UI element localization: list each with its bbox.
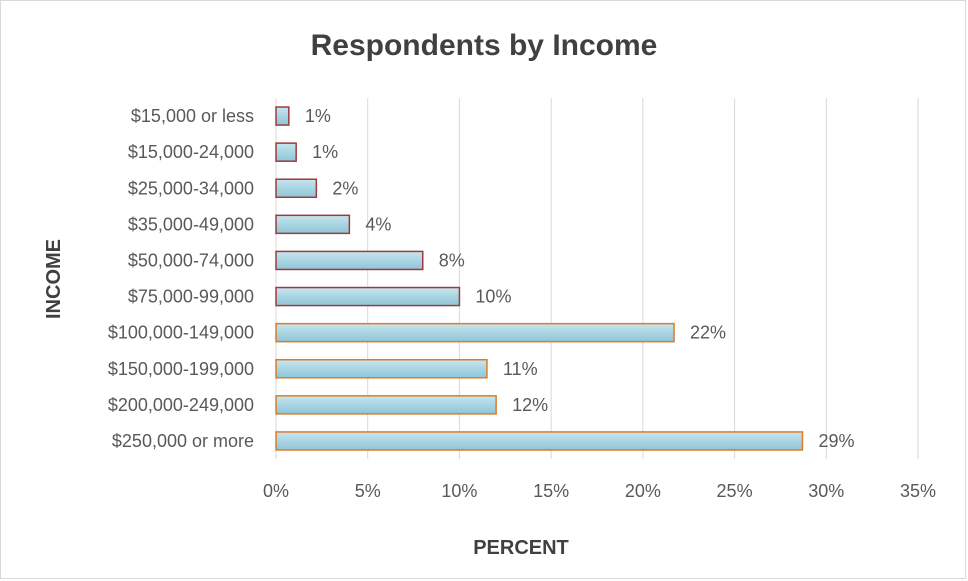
bars	[275, 106, 804, 451]
bar	[275, 106, 290, 126]
category-label: $15,000-24,000	[128, 142, 254, 162]
category-label: $200,000-249,000	[108, 395, 254, 415]
category-labels: $15,000 or less $15,000-24,000 $25,000-34,…	[108, 106, 254, 451]
category-label: $35,000-49,000	[128, 214, 254, 234]
x-tick-label: 35%	[900, 481, 936, 501]
x-tick-labels: 0% 5% 10% 15% 20% 25% 30% 35%	[263, 481, 936, 501]
x-axis-title: PERCENT	[473, 537, 569, 559]
data-label: 11%	[503, 359, 538, 379]
category-label: $100,000-149,000	[108, 323, 254, 343]
bar	[275, 395, 497, 415]
data-label: 2%	[332, 178, 358, 198]
bar	[275, 142, 297, 162]
bar	[275, 358, 488, 379]
bar	[275, 178, 318, 199]
bar	[275, 322, 675, 343]
x-tick-label: 15%	[533, 481, 569, 501]
data-label: 4%	[365, 214, 391, 234]
x-tick-label: 5%	[355, 481, 381, 501]
data-label: 8%	[439, 250, 465, 270]
x-tick-label: 25%	[717, 481, 753, 501]
x-tick-label: 20%	[625, 481, 661, 501]
y-axis-title: INCOME	[43, 239, 65, 319]
category-label: $15,000 or less	[131, 106, 254, 126]
bar	[275, 286, 461, 307]
category-label: $150,000-199,000	[108, 359, 254, 379]
category-label: $25,000-34,000	[128, 178, 254, 198]
category-label: $50,000-74,000	[128, 250, 254, 270]
data-label: 22%	[690, 323, 726, 343]
bar	[275, 250, 424, 271]
data-label: 12%	[512, 395, 548, 415]
bar	[275, 214, 351, 235]
data-labels: 1% 1% 2% 4% 8% 10% 22% 11% 12% 29%	[305, 106, 855, 451]
category-label: $75,000-99,000	[128, 287, 254, 307]
chart-title: Respondents by Income	[311, 29, 658, 62]
bar	[275, 431, 804, 451]
x-tick-label: 30%	[808, 481, 844, 501]
x-tick-label: 0%	[263, 481, 289, 501]
data-label: 10%	[475, 287, 511, 307]
category-label: $250,000 or more	[112, 431, 254, 451]
data-label: 1%	[305, 106, 331, 126]
data-label: 1%	[312, 142, 338, 162]
data-label: 29%	[818, 431, 854, 451]
x-tick-label: 10%	[441, 481, 477, 501]
